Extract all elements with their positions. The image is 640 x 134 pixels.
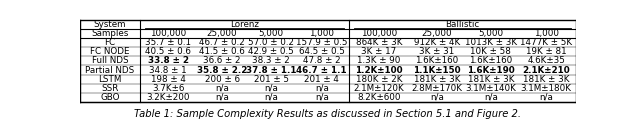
Text: 57.0 ± 0.2: 57.0 ± 0.2 — [248, 38, 294, 47]
Text: 157.9 ± 0.5: 157.9 ± 0.5 — [296, 38, 348, 47]
Text: 25,000: 25,000 — [422, 29, 452, 38]
Text: n/a: n/a — [264, 93, 278, 102]
Text: 35.7 ± 0.1: 35.7 ± 0.1 — [145, 38, 191, 47]
Text: 1013K ± 3K: 1013K ± 3K — [465, 38, 517, 47]
Text: n/a: n/a — [215, 93, 229, 102]
Text: 47.8 ± 2: 47.8 ± 2 — [303, 56, 340, 66]
Text: Lorenz: Lorenz — [230, 20, 259, 29]
Text: 100,000: 100,000 — [361, 29, 397, 38]
Text: 100,000: 100,000 — [150, 29, 186, 38]
Text: 1,000: 1,000 — [534, 29, 559, 38]
Text: 198 ± 4: 198 ± 4 — [151, 75, 186, 84]
Text: 180K ± 2K: 180K ± 2K — [356, 75, 402, 84]
Text: Full NDS: Full NDS — [92, 56, 129, 66]
Text: 2.8M±170K: 2.8M±170K — [412, 84, 463, 93]
Text: 1.3K ± 90: 1.3K ± 90 — [357, 56, 401, 66]
Text: 3.2K±200: 3.2K±200 — [147, 93, 190, 102]
Text: 40.5 ± 0.6: 40.5 ± 0.6 — [145, 47, 191, 56]
Text: 3.1M±180K: 3.1M±180K — [521, 84, 572, 93]
Text: 8.2K±600: 8.2K±600 — [357, 93, 401, 102]
Text: 35.8 ± 2.2: 35.8 ± 2.2 — [197, 66, 247, 75]
Text: GBO: GBO — [100, 93, 120, 102]
Text: 2.1K±210: 2.1K±210 — [522, 66, 570, 75]
Text: 25,000: 25,000 — [207, 29, 237, 38]
Text: LSTM: LSTM — [99, 75, 122, 84]
Text: n/a: n/a — [315, 93, 329, 102]
Text: 4.6K±35: 4.6K±35 — [527, 56, 565, 66]
Text: n/a: n/a — [430, 93, 444, 102]
Text: 1.6K±160: 1.6K±160 — [469, 56, 513, 66]
Text: Table 1: Sample Complexity Results as discussed in Section 5.1 and Figure 2.: Table 1: Sample Complexity Results as di… — [134, 109, 522, 119]
Text: 42.9 ± 0.5: 42.9 ± 0.5 — [248, 47, 294, 56]
Text: 181K ± 3K: 181K ± 3K — [468, 75, 514, 84]
Text: 19K ± 81: 19K ± 81 — [526, 47, 566, 56]
Text: 5,000: 5,000 — [478, 29, 504, 38]
Text: FC: FC — [104, 38, 116, 47]
Text: 37.8 ± 1.1: 37.8 ± 1.1 — [246, 66, 296, 75]
Text: 46.7 ± 1.1: 46.7 ± 1.1 — [296, 66, 347, 75]
Text: 3.7K±6: 3.7K±6 — [152, 84, 184, 93]
Text: 2.1M±120K: 2.1M±120K — [353, 84, 404, 93]
Text: 38.3 ± 2: 38.3 ± 2 — [252, 56, 290, 66]
Text: 200 ± 6: 200 ± 6 — [205, 75, 239, 84]
Text: n/a: n/a — [540, 93, 553, 102]
Text: 41.5 ± 0.6: 41.5 ± 0.6 — [199, 47, 245, 56]
Text: Ballistic: Ballistic — [445, 20, 479, 29]
Text: 64.5 ± 0.5: 64.5 ± 0.5 — [299, 47, 345, 56]
Text: 34.8 ± 1: 34.8 ± 1 — [149, 66, 187, 75]
Text: 1.6K±160: 1.6K±160 — [415, 56, 459, 66]
Text: 3K ± 17: 3K ± 17 — [362, 47, 397, 56]
Text: 1,000: 1,000 — [309, 29, 334, 38]
Text: 201 ± 5: 201 ± 5 — [253, 75, 289, 84]
Text: 201 ± 4: 201 ± 4 — [304, 75, 339, 84]
Text: 3K ± 31: 3K ± 31 — [419, 47, 455, 56]
Text: 33.8 ± 2: 33.8 ± 2 — [148, 56, 189, 66]
Text: 181K ± 3K: 181K ± 3K — [414, 75, 460, 84]
Text: 1.6K±190: 1.6K±190 — [467, 66, 515, 75]
Text: 10K ± 58: 10K ± 58 — [470, 47, 511, 56]
Text: n/a: n/a — [215, 84, 229, 93]
Text: n/a: n/a — [484, 93, 498, 102]
Text: Partial NDS: Partial NDS — [85, 66, 134, 75]
Text: 864K ± 3K: 864K ± 3K — [356, 38, 402, 47]
Text: 912K ± 4K: 912K ± 4K — [414, 38, 460, 47]
Text: FC NODE: FC NODE — [90, 47, 130, 56]
Text: n/a: n/a — [264, 84, 278, 93]
Text: 181K ± 3K: 181K ± 3K — [523, 75, 570, 84]
Text: 1477K ± 5K: 1477K ± 5K — [520, 38, 572, 47]
Text: Samples: Samples — [92, 29, 129, 38]
Text: SSR: SSR — [101, 84, 118, 93]
Text: 36.6 ± 2: 36.6 ± 2 — [204, 56, 241, 66]
Text: n/a: n/a — [315, 84, 329, 93]
Text: System: System — [94, 20, 126, 29]
Text: 46.7 ± 0.2: 46.7 ± 0.2 — [199, 38, 245, 47]
Text: 1.2K±100: 1.2K±100 — [355, 66, 403, 75]
Text: 5,000: 5,000 — [259, 29, 284, 38]
Text: 1.1K±150: 1.1K±150 — [413, 66, 461, 75]
Text: 3.1M±140K: 3.1M±140K — [465, 84, 516, 93]
